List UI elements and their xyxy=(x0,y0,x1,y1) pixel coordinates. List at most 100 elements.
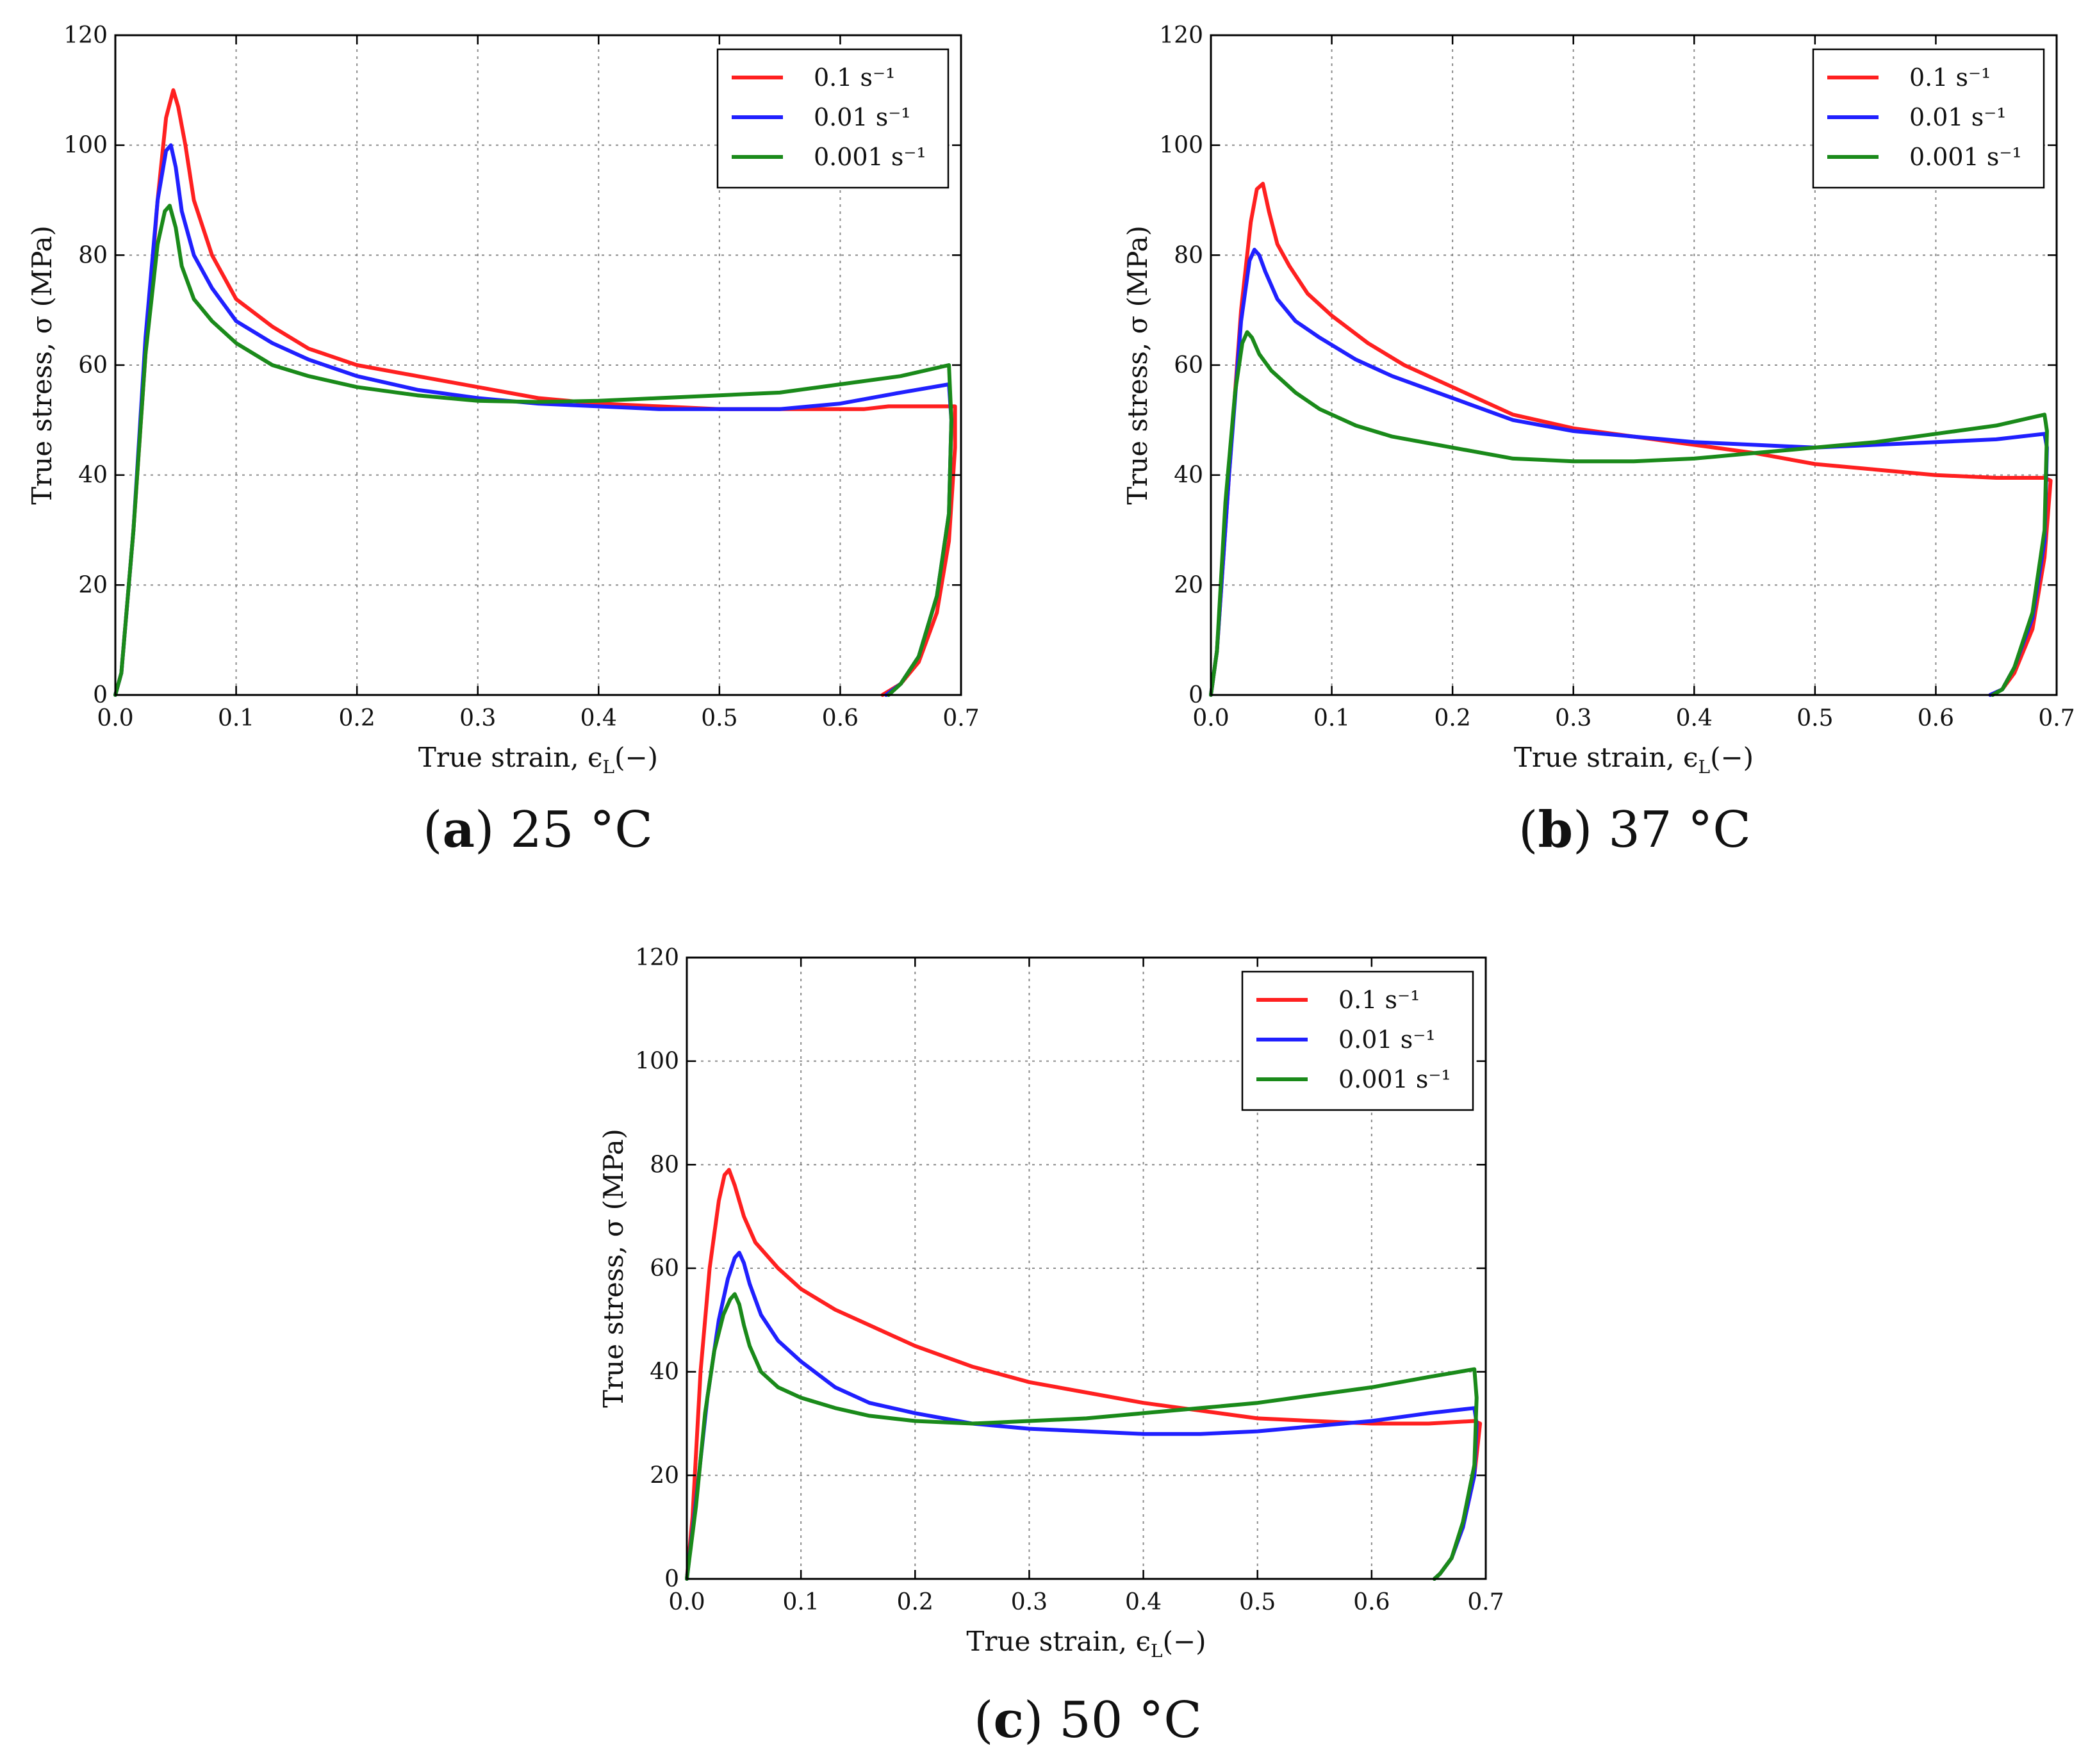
x-axis-label-text: True strain, ϵ xyxy=(1514,742,1698,773)
x-tick-label: 0.4 xyxy=(580,705,617,731)
y-axis-label: True stress, σ (MPa) xyxy=(598,1129,629,1408)
y-tick-label: 20 xyxy=(78,572,108,598)
x-tick-label: 0.3 xyxy=(459,705,496,731)
y-tick-label: 60 xyxy=(78,352,108,379)
axis-ticks: 0.0 0.1 0.2 0.3 0.4 0.5 0.6 0.7 0 20 40 60 80 100 120 xyxy=(1159,22,2075,731)
chart-panel-a: 0.0 0.1 0.2 0.3 0.4 0.5 0.6 0.7020406080100120 … xyxy=(26,22,980,778)
legend-label: 0.1 s⁻¹ xyxy=(814,63,895,92)
x-tick-label: 0.0 xyxy=(97,705,133,731)
x-tick-label: 0.3 xyxy=(1555,705,1591,731)
legend: 0.1 s⁻¹ 0.01 s⁻¹ 0.001 s⁻¹ xyxy=(716,48,950,189)
series-lines xyxy=(1209,181,2053,697)
caption-temperature: 50 °C xyxy=(1059,1692,1202,1749)
y-tick-label: 80 xyxy=(1174,242,1203,268)
y-tick-label: 0 xyxy=(1188,682,1203,708)
series-lines xyxy=(113,88,957,697)
x-tick-label: 0.0 xyxy=(668,1589,705,1615)
legend-label: 0.01 s⁻¹ xyxy=(814,103,910,131)
axis-ticks: 0.0 0.1 0.2 0.3 0.4 0.5 0.6 0.7 0 20 40 60 80 100 120 xyxy=(635,945,1504,1615)
legend-label: 0.01 s⁻¹ xyxy=(1909,103,2006,131)
y-tick-label: 100 xyxy=(1159,133,1203,159)
x-axis-label-text: True strain, ϵ xyxy=(966,1626,1151,1657)
chart-panel-c: 0.0 0.1 0.2 0.3 0.4 0.5 0.6 0.7020406080100120 … xyxy=(598,945,1504,1662)
x-axis-label-text: True strain, ϵ xyxy=(418,742,603,773)
x-tick-label: 0.6 xyxy=(1353,1589,1390,1615)
legend-label: 0.001 s⁻¹ xyxy=(1338,1065,1451,1093)
legend-label: 0.1 s⁻¹ xyxy=(1338,986,1420,1014)
legend: 0.1 s⁻¹ 0.01 s⁻¹ 0.001 s⁻¹ xyxy=(1241,970,1474,1111)
y-tick-label: 100 xyxy=(635,1049,679,1075)
caption-temperature: 25 °C xyxy=(510,801,653,859)
series-line-0.01 xyxy=(113,143,953,697)
x-axis-label-subscript: L xyxy=(1698,756,1711,778)
x-tick-label: 0.6 xyxy=(822,705,859,731)
x-tick-label: 0.4 xyxy=(1125,1589,1162,1615)
caption-letter: c xyxy=(993,1691,1024,1749)
x-tick-label: 0.2 xyxy=(339,705,375,731)
series-line-0.1 xyxy=(113,88,957,697)
legend-label: 0.1 s⁻¹ xyxy=(1909,63,1991,92)
caption-letter: b xyxy=(1538,801,1573,859)
grid-lines xyxy=(687,958,1486,1579)
y-tick-label: 100 xyxy=(63,133,108,159)
legend-label: 0.01 s⁻¹ xyxy=(1338,1025,1435,1054)
x-tick-label: 0.2 xyxy=(1435,705,1471,731)
x-tick-label: 0.2 xyxy=(897,1589,933,1615)
x-tick-label: 0.7 xyxy=(1467,1589,1504,1615)
y-tick-label: 0 xyxy=(93,682,108,708)
x-tick-label: 0.0 xyxy=(1192,705,1229,731)
x-tick-label: 0.1 xyxy=(1313,705,1350,731)
series-lines xyxy=(685,1168,1483,1581)
x-axis-label-subscript: L xyxy=(603,756,615,778)
axis-ticks: 0.0 0.1 0.2 0.3 0.4 0.5 0.6 0.7 0 20 40 60 80 100 120 xyxy=(63,22,979,731)
legend-label: 0.001 s⁻¹ xyxy=(814,143,926,171)
y-tick-label: 0 xyxy=(664,1566,679,1592)
x-axis-label-subscript: L xyxy=(1151,1640,1163,1662)
x-tick-label: 0.1 xyxy=(783,1589,819,1615)
y-axis-label: True stress, σ (MPa) xyxy=(26,225,58,505)
caption-a: (a) 25 °C xyxy=(423,801,653,859)
x-axis-label: True strain, ϵL(−) xyxy=(966,1626,1206,1662)
x-tick-label: 0.5 xyxy=(1797,705,1833,731)
y-tick-label: 120 xyxy=(635,945,679,971)
x-tick-label: 0.5 xyxy=(701,705,737,731)
legend: 0.1 s⁻¹ 0.01 s⁻¹ 0.001 s⁻¹ xyxy=(1812,48,2045,189)
chart-panel-b: 0.0 0.1 0.2 0.3 0.4 0.5 0.6 0.7020406080100120 … xyxy=(1122,22,2075,778)
y-tick-label: 120 xyxy=(1159,22,1203,49)
y-tick-label: 60 xyxy=(1174,352,1203,379)
y-tick-label: 20 xyxy=(1174,572,1203,598)
x-axis-label: True strain, ϵL(−) xyxy=(418,742,658,778)
series-line-0.001 xyxy=(685,1292,1479,1581)
series-line-0.1 xyxy=(685,1168,1483,1581)
series-line-0.001 xyxy=(1209,330,2049,697)
caption-c: (c) 50 °C xyxy=(974,1691,1202,1749)
x-tick-label: 0.3 xyxy=(1011,1589,1048,1615)
legend-label: 0.001 s⁻¹ xyxy=(1909,143,2022,171)
y-tick-label: 80 xyxy=(78,242,108,268)
x-tick-label: 0.1 xyxy=(218,705,254,731)
x-axis-label-suffix: (−) xyxy=(1710,742,1754,773)
y-axis-label: True stress, σ (MPa) xyxy=(1122,225,1153,505)
x-tick-label: 0.4 xyxy=(1676,705,1713,731)
y-tick-label: 40 xyxy=(78,462,108,489)
caption-temperature: 37 °C xyxy=(1608,801,1751,859)
x-tick-label: 0.6 xyxy=(1918,705,1954,731)
x-tick-label: 0.7 xyxy=(942,705,979,731)
x-tick-label: 0.7 xyxy=(2038,705,2075,731)
y-tick-label: 60 xyxy=(650,1255,679,1282)
y-tick-label: 120 xyxy=(63,22,108,49)
caption-letter: a xyxy=(442,801,475,859)
grid-lines xyxy=(115,35,961,695)
x-axis-label-suffix: (−) xyxy=(1163,1626,1206,1657)
y-tick-label: 20 xyxy=(650,1462,679,1489)
y-tick-label: 80 xyxy=(650,1152,679,1178)
y-tick-label: 40 xyxy=(650,1359,679,1385)
x-axis-label: True strain, ϵL(−) xyxy=(1514,742,1754,778)
y-tick-label: 40 xyxy=(1174,462,1203,489)
series-line-0.1 xyxy=(1209,181,2053,697)
caption-b: (b) 37 °C xyxy=(1518,801,1751,859)
x-axis-label-suffix: (−) xyxy=(614,742,658,773)
series-line-0.01 xyxy=(685,1250,1479,1581)
x-tick-label: 0.5 xyxy=(1239,1589,1276,1615)
series-line-0.001 xyxy=(113,204,953,697)
